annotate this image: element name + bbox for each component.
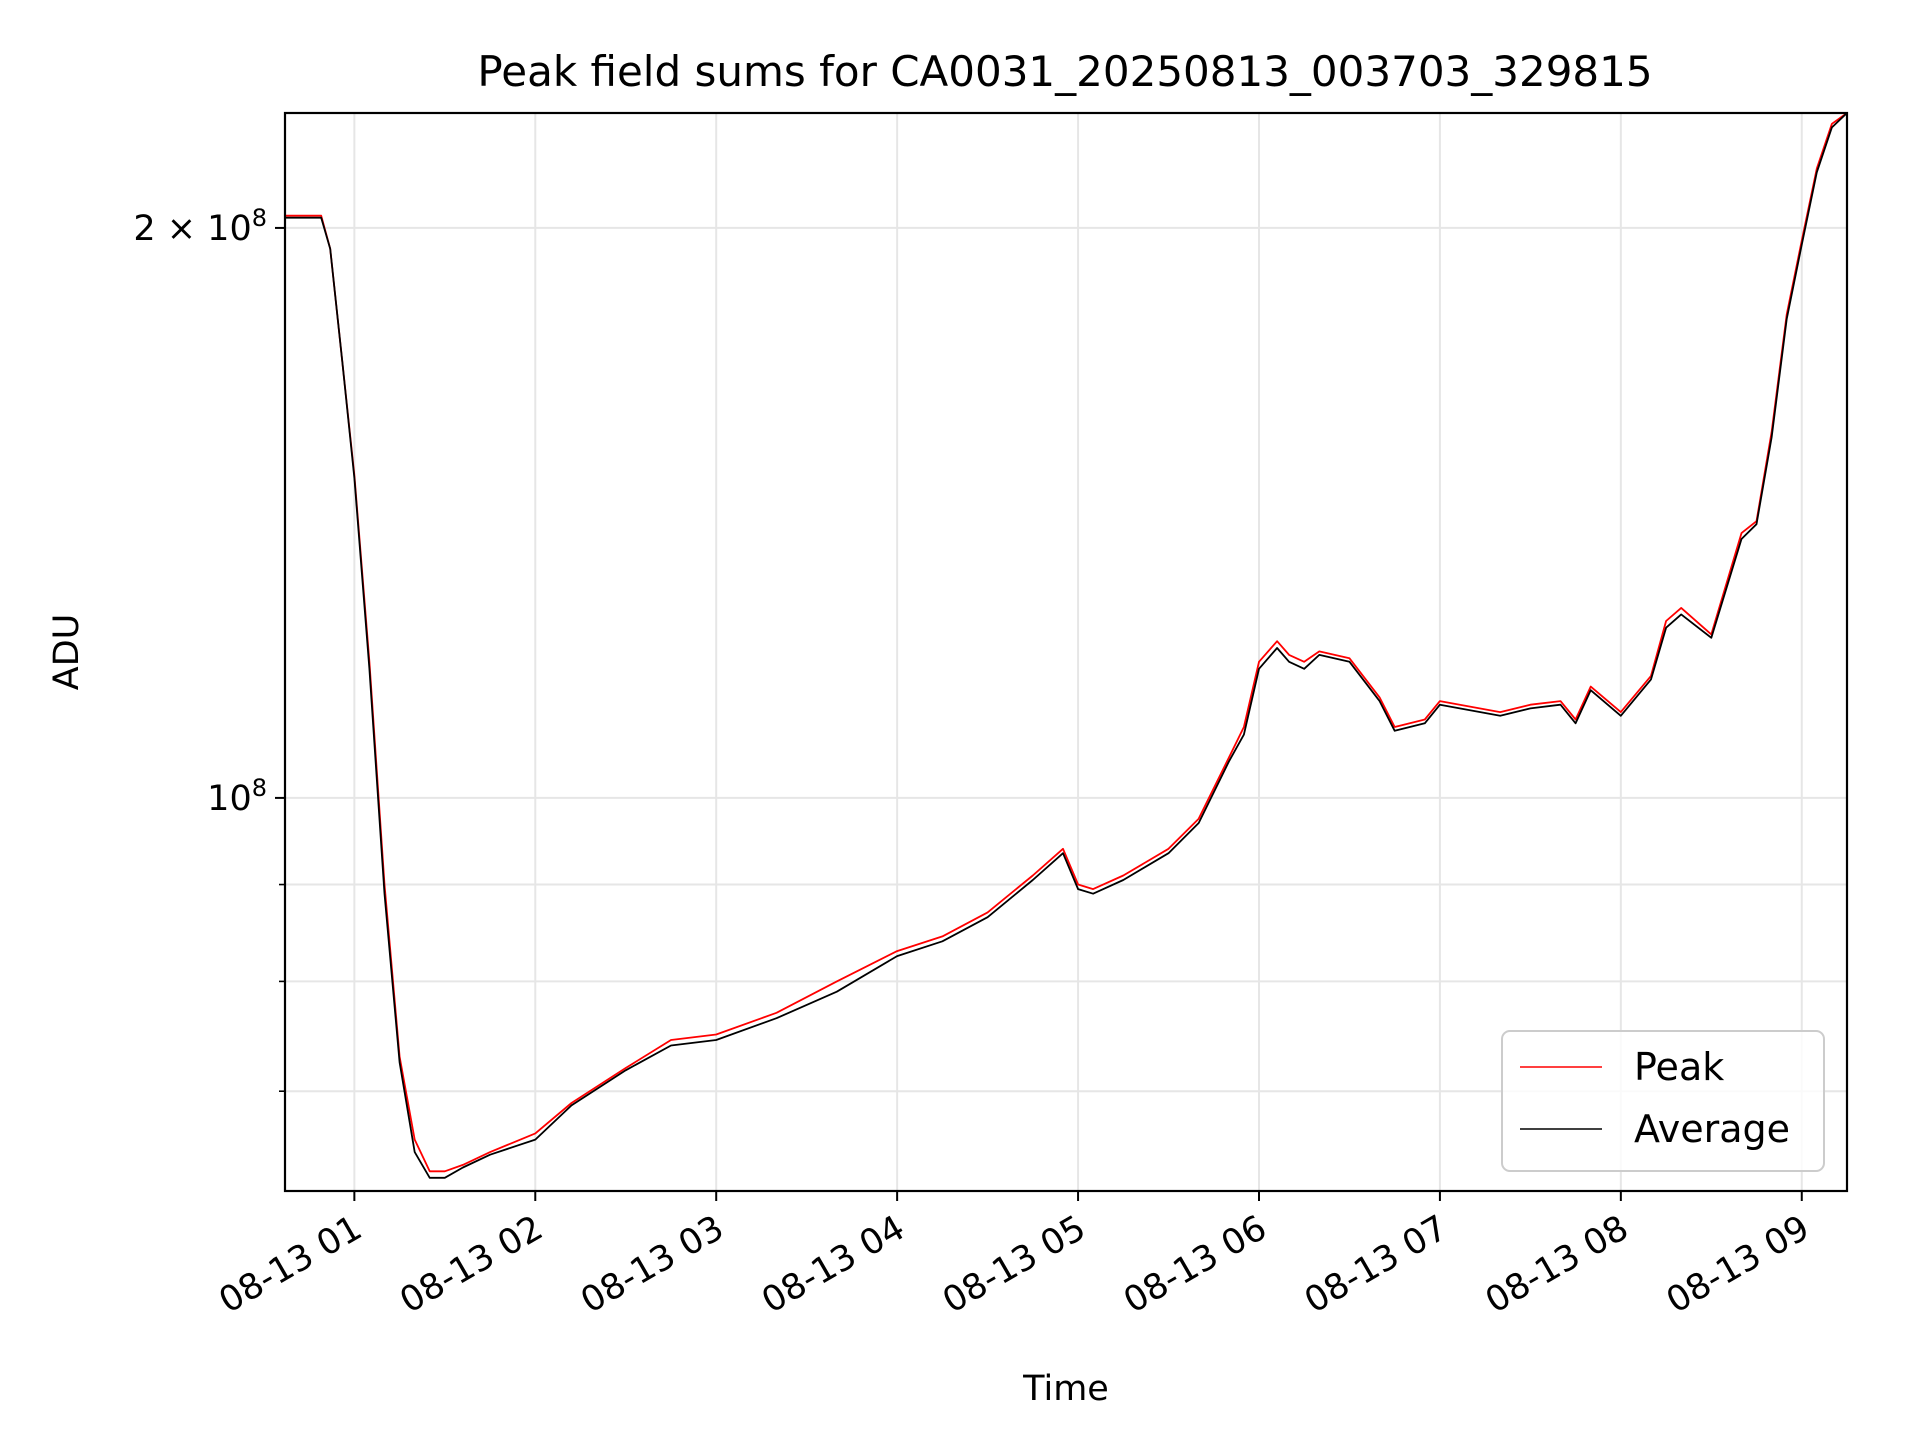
series-layer [285,112,1848,1179]
legend-label-average: Average [1634,1107,1790,1151]
series-line-average [285,112,1848,1179]
series-line-peak [285,112,1848,1173]
plot-frame [283,111,1849,1193]
y-axis-label: ADU [47,614,87,691]
x-axis-label: Time [1022,1369,1109,1409]
grid [285,113,1847,1191]
y-tick-label: 108 [207,774,267,819]
y-tick-label: 2 × 108 [133,204,267,249]
legend: Peak Average [1501,1030,1825,1172]
chart-title: Peak field sums for CA0031_20250813_0037… [477,47,1652,96]
legend-box [1501,1030,1825,1172]
legend-label-peak: Peak [1634,1045,1724,1089]
